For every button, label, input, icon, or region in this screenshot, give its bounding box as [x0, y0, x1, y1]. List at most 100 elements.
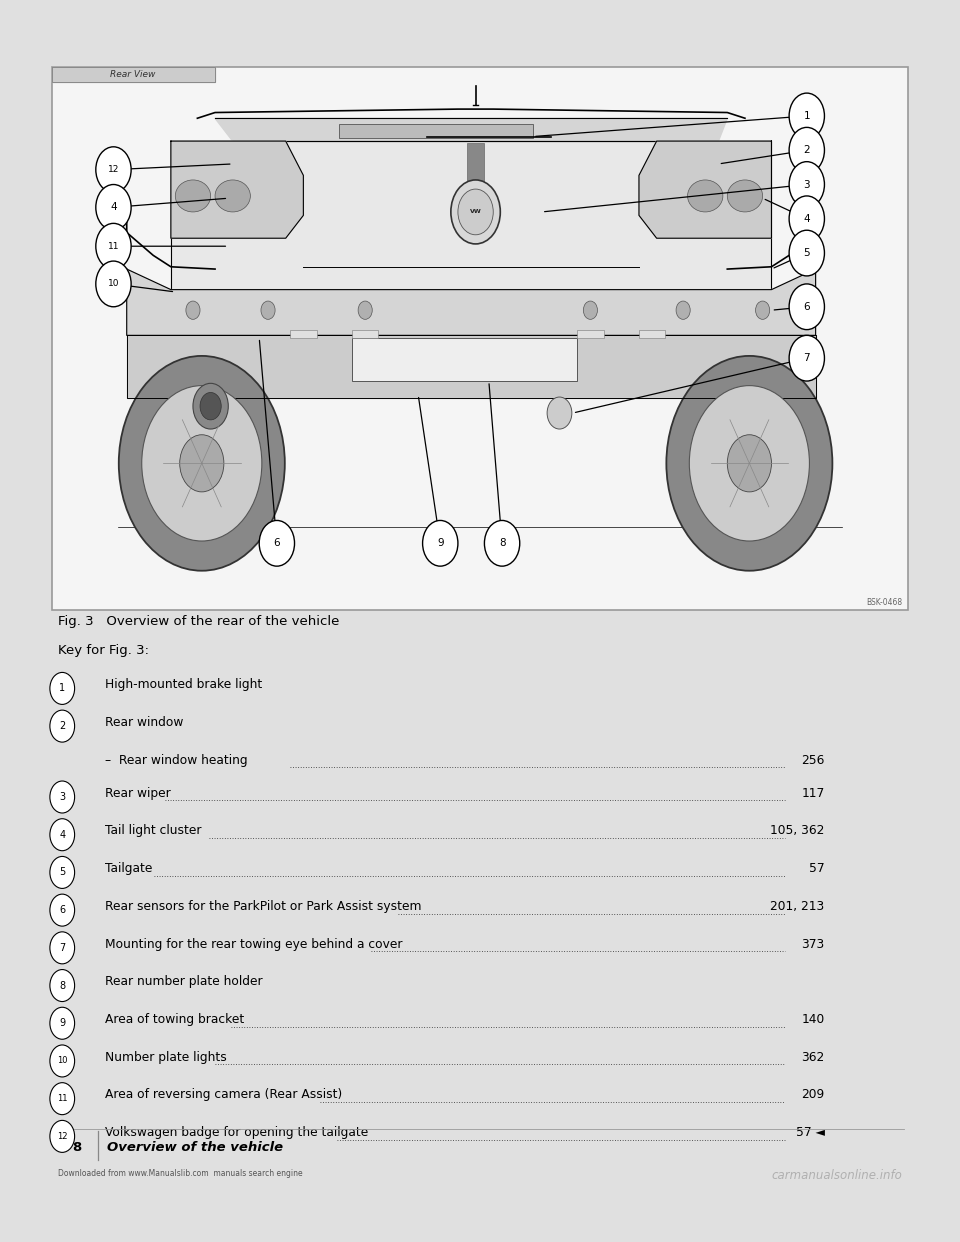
Text: 362: 362 — [802, 1051, 825, 1063]
Text: 140: 140 — [802, 1013, 825, 1026]
Circle shape — [50, 932, 75, 964]
Text: 8: 8 — [499, 538, 505, 548]
Circle shape — [50, 1120, 75, 1153]
Text: 57: 57 — [809, 862, 825, 876]
Text: Mounting for the rear towing eye behind a cover: Mounting for the rear towing eye behind … — [105, 938, 402, 950]
Text: Fig. 3   Overview of the rear of the vehicle: Fig. 3 Overview of the rear of the vehic… — [58, 615, 339, 628]
Text: 5: 5 — [60, 867, 65, 877]
Text: VW: VW — [469, 210, 482, 215]
Circle shape — [789, 284, 825, 329]
Polygon shape — [171, 142, 772, 289]
Circle shape — [261, 301, 276, 319]
Circle shape — [422, 520, 458, 566]
Text: 2: 2 — [804, 145, 810, 155]
Circle shape — [50, 818, 75, 851]
Circle shape — [96, 185, 132, 230]
Text: Volkswagen badge for opening the tailgate: Volkswagen badge for opening the tailgat… — [105, 1126, 368, 1139]
Circle shape — [458, 189, 493, 235]
Text: 201, 213: 201, 213 — [770, 900, 825, 913]
Text: Rear sensors for the ParkPilot or Park Assist system: Rear sensors for the ParkPilot or Park A… — [105, 900, 421, 913]
Polygon shape — [171, 142, 303, 238]
Bar — [639, 329, 665, 338]
Text: 10: 10 — [57, 1057, 67, 1066]
FancyBboxPatch shape — [52, 67, 908, 610]
Text: 3: 3 — [60, 792, 65, 802]
Text: 7: 7 — [60, 943, 65, 953]
Text: 1: 1 — [60, 683, 65, 693]
Text: 4: 4 — [60, 830, 65, 840]
Circle shape — [180, 435, 224, 492]
Circle shape — [789, 335, 825, 381]
Text: 5: 5 — [804, 248, 810, 258]
Ellipse shape — [215, 180, 251, 212]
Text: 6: 6 — [60, 905, 65, 915]
Circle shape — [676, 301, 690, 319]
Circle shape — [584, 301, 597, 319]
Circle shape — [50, 857, 75, 888]
Circle shape — [96, 261, 132, 307]
Circle shape — [789, 230, 825, 276]
Text: Downloaded from www.Manualslib.com  manuals search engine: Downloaded from www.Manualslib.com manua… — [58, 1170, 302, 1179]
Text: 3: 3 — [804, 180, 810, 190]
Text: 12: 12 — [108, 165, 119, 174]
Text: 117: 117 — [802, 786, 825, 800]
Text: 209: 209 — [802, 1088, 825, 1102]
Circle shape — [142, 385, 262, 542]
Text: 8: 8 — [72, 1141, 82, 1154]
Circle shape — [193, 384, 228, 428]
Circle shape — [96, 147, 132, 193]
Circle shape — [96, 224, 132, 270]
Text: –  Rear window heating: – Rear window heating — [105, 754, 248, 766]
Circle shape — [50, 710, 75, 743]
Text: Number plate lights: Number plate lights — [105, 1051, 227, 1063]
Text: 373: 373 — [802, 938, 825, 950]
Text: Tailgate: Tailgate — [105, 862, 152, 876]
Text: 9: 9 — [60, 1018, 65, 1028]
Bar — [352, 329, 378, 338]
Text: 57 ◄: 57 ◄ — [796, 1126, 825, 1139]
Circle shape — [200, 392, 221, 420]
Circle shape — [50, 970, 75, 1001]
Text: 11: 11 — [57, 1094, 67, 1103]
Ellipse shape — [728, 180, 762, 212]
Text: Rear number plate holder: Rear number plate holder — [105, 975, 262, 989]
Text: Overview of the vehicle: Overview of the vehicle — [108, 1141, 283, 1154]
Circle shape — [50, 894, 75, 927]
Circle shape — [789, 161, 825, 207]
Circle shape — [789, 196, 825, 242]
Text: Area of towing bracket: Area of towing bracket — [105, 1013, 244, 1026]
Text: 4: 4 — [110, 202, 117, 212]
Text: 10: 10 — [108, 279, 119, 288]
Text: Rear View: Rear View — [110, 70, 156, 78]
Circle shape — [186, 301, 200, 319]
Text: 105, 362: 105, 362 — [770, 825, 825, 837]
Bar — [339, 124, 533, 138]
Text: 11: 11 — [108, 242, 119, 251]
Text: carmanualsonline.info: carmanualsonline.info — [771, 1170, 902, 1182]
Circle shape — [789, 128, 825, 173]
Text: 4: 4 — [804, 214, 810, 224]
Circle shape — [50, 672, 75, 704]
Text: Rear window: Rear window — [105, 715, 183, 729]
Text: 1: 1 — [804, 111, 810, 120]
Circle shape — [50, 1007, 75, 1040]
Bar — [290, 329, 317, 338]
Circle shape — [50, 1045, 75, 1077]
Polygon shape — [127, 335, 816, 399]
Circle shape — [728, 435, 772, 492]
Circle shape — [50, 1083, 75, 1114]
Circle shape — [485, 520, 519, 566]
Circle shape — [756, 301, 770, 319]
Circle shape — [689, 385, 809, 542]
Circle shape — [451, 180, 500, 243]
Text: High-mounted brake light: High-mounted brake light — [105, 678, 262, 691]
Polygon shape — [52, 67, 215, 82]
Bar — [352, 338, 577, 381]
Text: 9: 9 — [437, 538, 444, 548]
Circle shape — [119, 356, 285, 571]
Polygon shape — [215, 118, 728, 142]
Bar — [577, 329, 604, 338]
Polygon shape — [127, 270, 816, 335]
Text: Key for Fig. 3:: Key for Fig. 3: — [58, 643, 149, 657]
Text: Area of reversing camera (Rear Assist): Area of reversing camera (Rear Assist) — [105, 1088, 342, 1102]
